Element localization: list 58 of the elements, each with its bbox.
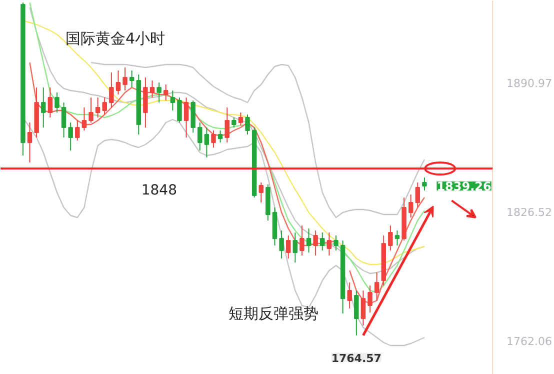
candlestick [347, 282, 352, 309]
candlestick [245, 114, 250, 135]
candlestick [75, 120, 80, 141]
candlestick [198, 122, 202, 151]
candlestick [374, 272, 380, 301]
candlestick [218, 130, 223, 143]
candlestick [150, 80, 155, 98]
candlestick [122, 67, 128, 91]
candlestick [279, 230, 284, 259]
candlestick [334, 235, 338, 251]
candlestick [238, 112, 244, 126]
candlestick [232, 117, 236, 128]
candlestick [95, 97, 100, 118]
candlestick [224, 107, 230, 143]
annotation: 短期反弹强势 [228, 304, 318, 322]
candlestick [170, 90, 176, 111]
candlestick [360, 290, 366, 326]
candlestick [320, 232, 325, 251]
candlestick [326, 232, 332, 256]
candlestick [177, 97, 182, 123]
candlestick [388, 225, 393, 251]
candlestick [394, 230, 400, 246]
line-series [90, 62, 426, 218]
candlestick [88, 97, 94, 123]
text: 1839.26 [436, 179, 492, 194]
candlestick [82, 107, 87, 131]
candlestick [27, 122, 32, 163]
candlestick [48, 87, 53, 118]
y-tick-label: 1762.06 [506, 334, 552, 348]
candlestick [116, 70, 121, 95]
candlestick [156, 82, 162, 103]
candlestick [68, 122, 73, 151]
candlestick [54, 92, 60, 113]
candlestick [306, 228, 312, 253]
candlestick [422, 177, 427, 191]
candlestick [300, 225, 304, 256]
candlestick [313, 230, 318, 256]
annotation: 1764.57 [331, 352, 382, 365]
y-tick-label: 1890.97 [506, 77, 552, 90]
candlestick [354, 290, 359, 336]
candlestick [184, 97, 189, 138]
candlestick [109, 72, 114, 108]
candlestick [41, 87, 46, 128]
candlestick [408, 194, 414, 218]
text: 国际黄金4小时 [66, 30, 166, 48]
candlestick [286, 235, 291, 259]
ref-line-label: 1848 [141, 182, 178, 198]
candlestick [415, 182, 420, 208]
y-tick-label: 1826.52 [506, 206, 552, 219]
candlestick [211, 130, 216, 148]
candlestick [163, 84, 168, 101]
candlestick [102, 97, 107, 115]
candlestick [204, 127, 210, 158]
candlestick [258, 182, 264, 203]
candlestick [61, 102, 66, 138]
candlestick [129, 70, 134, 88]
candlestick [368, 285, 372, 313]
candlestick [292, 232, 298, 263]
